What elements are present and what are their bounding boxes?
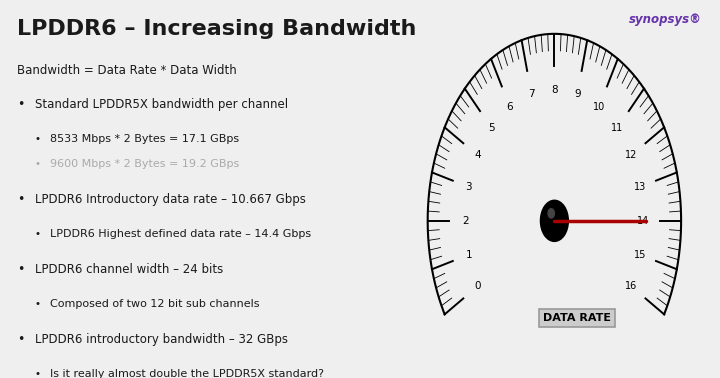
Text: 16: 16 bbox=[625, 281, 637, 291]
Text: 13: 13 bbox=[634, 182, 647, 192]
Text: 2: 2 bbox=[462, 216, 469, 226]
Text: •: • bbox=[17, 333, 24, 345]
Text: Standard LPDDR5X bandwidth per channel: Standard LPDDR5X bandwidth per channel bbox=[35, 98, 288, 111]
Text: •: • bbox=[35, 299, 40, 308]
Text: LPDDR6 introductory bandwidth – 32 GBps: LPDDR6 introductory bandwidth – 32 GBps bbox=[35, 333, 287, 345]
Text: 9: 9 bbox=[574, 89, 580, 99]
Text: 1: 1 bbox=[465, 250, 472, 260]
Text: •: • bbox=[17, 263, 24, 276]
Text: •: • bbox=[17, 193, 24, 206]
Text: •: • bbox=[17, 98, 24, 111]
Text: 4: 4 bbox=[474, 150, 481, 160]
Text: 15: 15 bbox=[634, 250, 647, 260]
Text: 5: 5 bbox=[488, 123, 495, 133]
Text: Bandwidth = Data Rate * Data Width: Bandwidth = Data Rate * Data Width bbox=[17, 64, 237, 77]
Text: •: • bbox=[35, 229, 40, 239]
Text: 10: 10 bbox=[593, 102, 605, 113]
Text: 8: 8 bbox=[551, 85, 558, 95]
Text: 6: 6 bbox=[507, 102, 513, 113]
Text: LPDDR6 Introductory data rate – 10.667 Gbps: LPDDR6 Introductory data rate – 10.667 G… bbox=[35, 193, 305, 206]
Text: LPDDR6 channel width – 24 bits: LPDDR6 channel width – 24 bits bbox=[35, 263, 222, 276]
Text: •: • bbox=[35, 159, 40, 169]
Text: DATA RATE: DATA RATE bbox=[543, 313, 611, 323]
Text: 14: 14 bbox=[637, 216, 649, 226]
Text: 9600 Mbps * 2 Bytes = 19.2 GBps: 9600 Mbps * 2 Bytes = 19.2 GBps bbox=[50, 159, 239, 169]
Text: 8533 Mbps * 2 Bytes = 17.1 GBps: 8533 Mbps * 2 Bytes = 17.1 GBps bbox=[50, 134, 239, 144]
Circle shape bbox=[548, 209, 554, 218]
Circle shape bbox=[541, 200, 568, 242]
Text: Is it really almost double the LPDDR5X standard?: Is it really almost double the LPDDR5X s… bbox=[50, 369, 324, 378]
Text: LPDDR6 – Increasing Bandwidth: LPDDR6 – Increasing Bandwidth bbox=[17, 19, 417, 39]
Text: 12: 12 bbox=[625, 150, 637, 160]
Text: 3: 3 bbox=[465, 182, 472, 192]
Text: LPDDR6 Highest defined data rate – 14.4 Gbps: LPDDR6 Highest defined data rate – 14.4 … bbox=[50, 229, 311, 239]
Text: synopsys®: synopsys® bbox=[629, 13, 702, 26]
Text: 11: 11 bbox=[611, 123, 624, 133]
Text: •: • bbox=[35, 369, 40, 378]
Text: Composed of two 12 bit sub channels: Composed of two 12 bit sub channels bbox=[50, 299, 259, 308]
Text: •: • bbox=[35, 134, 40, 144]
Text: 0: 0 bbox=[474, 281, 481, 291]
Text: 7: 7 bbox=[528, 89, 535, 99]
